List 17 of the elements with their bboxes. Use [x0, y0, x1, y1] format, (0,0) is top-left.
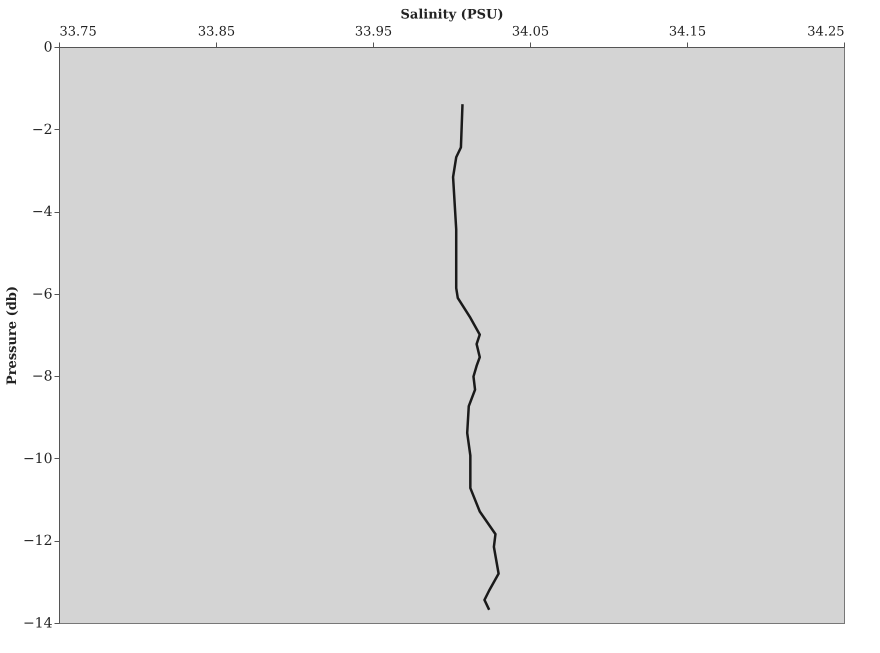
- x-tick-label: 34.25: [807, 24, 844, 40]
- y-tick-label: 0: [44, 40, 52, 56]
- x-axis-title: Salinity (PSU): [400, 8, 504, 22]
- y-tick-label: −10: [22, 450, 52, 467]
- x-tick-label: 34.05: [512, 24, 550, 40]
- x-tick-label: 33.95: [354, 24, 392, 40]
- x-tick-label: 33.85: [198, 24, 236, 40]
- x-tick-label: 33.75: [60, 24, 97, 40]
- y-axis-title: Pressure (db): [4, 286, 20, 386]
- y-tick-label: −2: [32, 122, 52, 138]
- y-tick-label: −6: [32, 286, 53, 302]
- y-tick-label: −8: [32, 368, 52, 385]
- y-tick-label: −14: [22, 616, 53, 632]
- line-series: [452, 102, 500, 612]
- x-tick-label: 34.15: [668, 24, 706, 40]
- y-tick-label: −12: [22, 533, 52, 550]
- y-tick-label: −4: [32, 204, 53, 220]
